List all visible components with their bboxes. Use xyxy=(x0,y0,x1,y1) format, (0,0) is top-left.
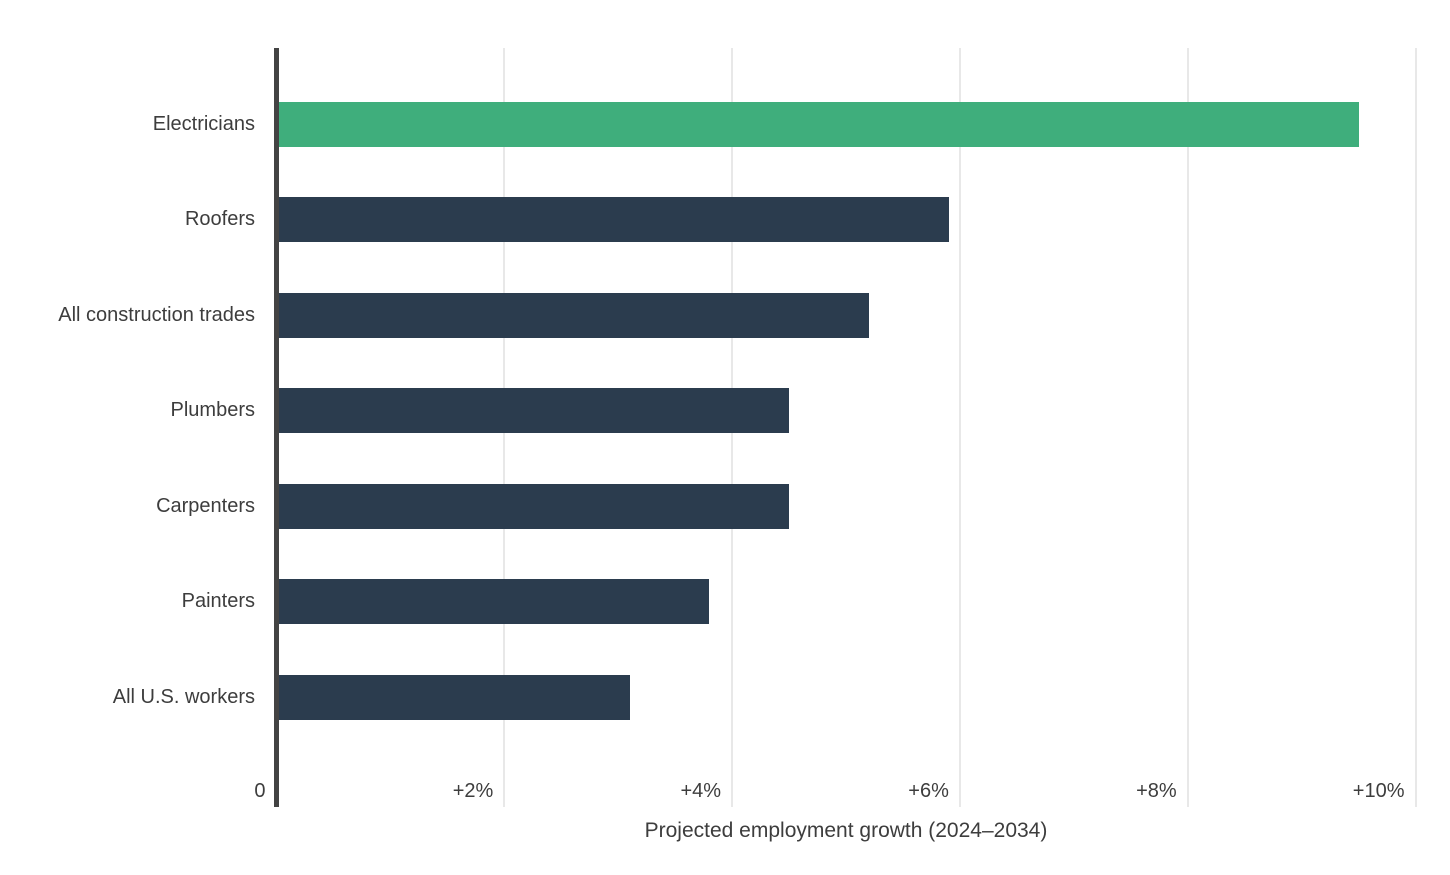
x-tick-label: +8% xyxy=(1136,780,1177,802)
bar-all-construction-trades xyxy=(279,292,869,338)
bar-painters xyxy=(279,579,710,625)
bar-roofers xyxy=(279,197,949,243)
category-label: Painters xyxy=(181,590,255,613)
gridline xyxy=(1414,48,1417,807)
gridline xyxy=(958,48,961,807)
gridline xyxy=(1186,48,1189,807)
x-tick-label: +10% xyxy=(1352,780,1405,802)
bar-carpenters xyxy=(279,483,790,529)
x-tick-label: 0 xyxy=(254,780,266,802)
bar-electricians xyxy=(279,101,1359,147)
x-axis-title: Projected employment growth (2024–2034) xyxy=(644,819,1048,842)
category-label: Roofers xyxy=(184,208,255,231)
bar-plumbers xyxy=(279,388,790,434)
x-tick-label: +2% xyxy=(452,780,494,802)
x-tick-label: +4% xyxy=(680,780,722,802)
category-label: Electricians xyxy=(152,112,255,135)
bar-all-u-s-workers xyxy=(279,674,630,720)
category-label: Carpenters xyxy=(156,494,255,517)
category-label: All construction trades xyxy=(58,303,255,326)
category-label: Plumbers xyxy=(170,399,255,422)
y-axis-line xyxy=(274,48,279,807)
x-tick-label: +6% xyxy=(908,780,949,802)
category-label: All U.S. workers xyxy=(112,685,255,708)
